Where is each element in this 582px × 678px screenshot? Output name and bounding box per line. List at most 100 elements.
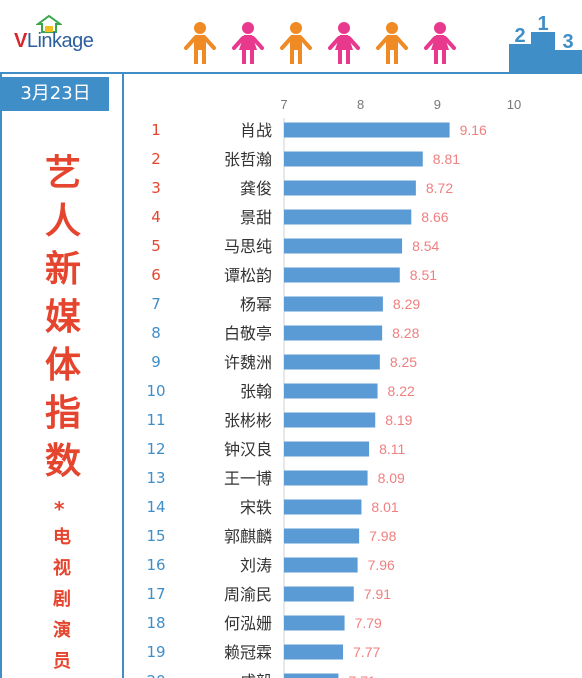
bar: [284, 499, 362, 515]
category-label: 许魏洲: [224, 353, 272, 372]
bar: [284, 412, 376, 428]
bar: [284, 151, 423, 167]
rank-label: 13: [146, 469, 165, 487]
category-label: 宋轶: [240, 498, 272, 517]
category-label: 龚俊: [240, 179, 272, 198]
category-label: 谭松韵: [224, 266, 272, 285]
vertical-subtitle: 电视剧演员: [40, 522, 84, 677]
subtitle-char: 演: [53, 620, 71, 641]
category-label: 王一博: [224, 469, 272, 488]
category-label: 周渝民: [224, 585, 272, 604]
value-label: 8.81: [433, 151, 460, 167]
title-char: 新: [44, 249, 81, 290]
title-char: 体: [44, 345, 81, 386]
rank-label: 18: [146, 614, 165, 632]
bar: [284, 673, 339, 678]
rank-label: 17: [146, 585, 165, 603]
value-label: 8.28: [392, 325, 419, 341]
category-label: 张彬彬: [224, 411, 272, 430]
logo-text: Linkage: [26, 30, 94, 52]
x-tick-label: 9: [434, 97, 441, 112]
x-tick-label: 7: [280, 97, 287, 112]
bar: [284, 296, 383, 312]
rank-label: 9: [151, 353, 161, 371]
rank-label: 12: [146, 440, 165, 458]
value-label: 8.11: [379, 441, 405, 457]
bar: [284, 644, 344, 660]
category-label: 钟汉良: [224, 440, 272, 459]
rank-label: 19: [146, 643, 165, 661]
value-label: 8.09: [378, 470, 405, 486]
category-label: 杨幂: [240, 295, 272, 314]
rank-label: 11: [146, 411, 165, 429]
people-icons: [184, 22, 456, 64]
category-label: 赖冠霖: [224, 643, 272, 662]
podium-icon: 2 1 3: [509, 14, 582, 72]
rank-label: 7: [151, 295, 161, 313]
female-person-icon: [328, 22, 360, 64]
category-label: 张哲瀚: [224, 150, 272, 169]
category-label: 郭麒麟: [224, 527, 272, 546]
bar: [284, 325, 383, 341]
bar: [284, 383, 378, 399]
bar: [284, 180, 416, 196]
rank-label: 4: [151, 208, 161, 226]
bar: [284, 441, 370, 457]
value-label: 8.51: [410, 267, 437, 283]
rank-label: 2: [151, 150, 161, 168]
value-label: 7.96: [368, 557, 395, 573]
rank-label: 15: [146, 527, 165, 545]
value-label: 8.54: [412, 238, 439, 254]
value-label: 7.77: [353, 644, 380, 660]
podium-label-1: 1: [537, 14, 548, 35]
subtitle-char: 剧: [53, 589, 71, 610]
category-label: 张翰: [240, 382, 272, 401]
sidebar-panel: [0, 74, 124, 678]
title-char: 媒: [44, 297, 81, 338]
bar: [284, 528, 360, 544]
value-label: 8.19: [385, 412, 412, 428]
category-label: 白敬亭: [224, 324, 272, 343]
bar: [284, 267, 400, 283]
value-label: 8.01: [371, 499, 398, 515]
category-label: 成毅: [240, 672, 272, 678]
value-label: 8.66: [421, 209, 448, 225]
title-char: 人: [44, 201, 81, 242]
female-person-icon: [424, 22, 456, 64]
value-label: 8.25: [390, 354, 417, 370]
subtitle-char: 员: [53, 651, 71, 672]
vertical-title: 艺人新媒体指数: [28, 150, 98, 486]
category-label: 马思纯: [224, 237, 272, 256]
rank-label: 5: [151, 237, 161, 255]
value-label: 9.16: [460, 122, 487, 138]
rank-label: 10: [146, 382, 165, 400]
title-char: 艺: [44, 153, 81, 194]
bar: [284, 615, 345, 631]
value-label: 8.29: [393, 296, 420, 312]
title-char: 指: [44, 393, 81, 434]
male-person-icon: [280, 22, 312, 64]
house-logo-icon: [36, 14, 62, 33]
category-label: 肖战: [240, 121, 272, 140]
category-label: 何泓姗: [224, 614, 272, 633]
subtitle-char: 电: [53, 527, 71, 548]
female-person-icon: [232, 22, 264, 64]
bar: [284, 238, 403, 254]
rank-label: 8: [151, 324, 161, 342]
bar: [284, 557, 358, 573]
subtitle-char: 视: [53, 558, 71, 579]
title-star: *: [54, 497, 65, 521]
rank-label: 3: [151, 179, 161, 197]
x-tick-label: 10: [507, 97, 521, 112]
bar: [284, 586, 354, 602]
rank-label: 20: [146, 672, 165, 678]
value-label: 7.79: [355, 615, 382, 631]
vlinkage-logo: VLinkage: [14, 30, 94, 53]
bar-chart: 7 8 9 10 1 肖战 9.16 2 张哲瀚 8.81 3 龚俊 8.72 4 景甜 8.66 5 马思纯 8.…: [146, 97, 521, 678]
rank-label: 1: [151, 121, 161, 139]
value-label: 8.72: [426, 180, 453, 196]
rank-label: 6: [151, 266, 161, 284]
category-label: 刘涛: [240, 556, 272, 575]
bar: [284, 209, 412, 225]
bar: [284, 122, 450, 138]
